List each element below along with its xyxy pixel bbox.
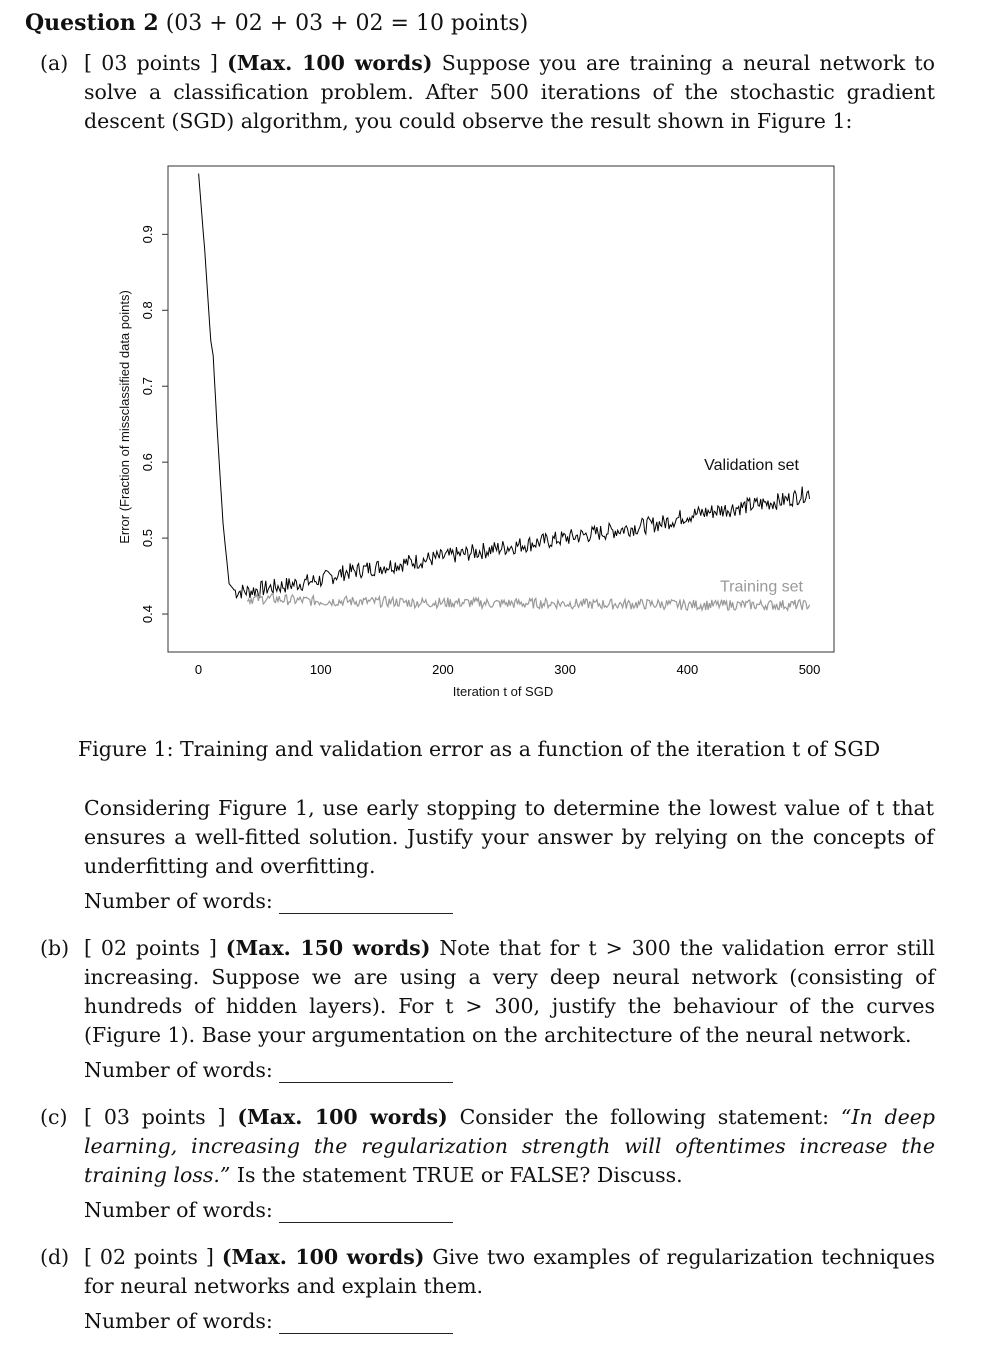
training-line bbox=[246, 592, 811, 613]
word-count-c-field[interactable] bbox=[278, 1202, 453, 1223]
x-tick-label: 400 bbox=[677, 662, 699, 677]
part-c-text-pre: Consider the following statement: bbox=[459, 1105, 830, 1129]
x-axis: 0 100 200 300 400 500 bbox=[195, 662, 820, 677]
word-count-a-field[interactable] bbox=[278, 893, 453, 914]
y-tick-label: 0.8 bbox=[140, 301, 155, 319]
word-count-d: Number of words: bbox=[84, 1309, 453, 1334]
x-tick-label: 500 bbox=[799, 662, 821, 677]
x-tick-label: 200 bbox=[432, 662, 454, 677]
y-tick-label: 0.6 bbox=[140, 453, 155, 471]
x-tick-label: 100 bbox=[310, 662, 332, 677]
part-d-points: [ 02 points ] bbox=[84, 1245, 214, 1269]
y-tick-label: 0.4 bbox=[140, 605, 155, 623]
part-c-points: [ 03 points ] bbox=[84, 1105, 226, 1129]
part-b-text: Note that for t > 300 the validation err… bbox=[84, 936, 935, 1047]
word-count-a: Number of words: bbox=[84, 889, 453, 914]
part-a: (a) [ 03 points ] (Max. 100 words) Suppo… bbox=[40, 49, 935, 136]
y-tick-label: 0.9 bbox=[140, 225, 155, 243]
part-d-max-words: (Max. 100 words) bbox=[221, 1245, 425, 1269]
part-b: (b) [ 02 points ] (Max. 150 words) Note … bbox=[40, 934, 935, 1050]
y-tick-label: 0.7 bbox=[140, 377, 155, 395]
plot-frame bbox=[167, 165, 835, 653]
word-count-b-field[interactable] bbox=[278, 1062, 453, 1083]
part-b-points: [ 02 points ] bbox=[84, 936, 217, 960]
part-d: (d) [ 02 points ] (Max. 100 words) Give … bbox=[40, 1243, 935, 1301]
part-c-quote: “In deep learning, increasing the regula… bbox=[84, 1105, 935, 1187]
figure-caption: Figure 1: Training and validation error … bbox=[78, 737, 881, 761]
part-b-label: (b) bbox=[40, 936, 70, 960]
y-tick-label: 0.5 bbox=[140, 529, 155, 547]
word-count-b: Number of words: bbox=[84, 1058, 453, 1083]
series-lines bbox=[198, 173, 811, 613]
part-c-text-post: Is the statement TRUE or FALSE? Discuss. bbox=[236, 1163, 683, 1187]
figure-1-chart: 0 100 200 300 400 500 0.4 0.5 0.6 0.7 0.8 0.9 Vali… bbox=[117, 165, 835, 699]
word-count-d-field[interactable] bbox=[278, 1313, 453, 1334]
part-d-text: Give two examples of regularization tech… bbox=[84, 1245, 935, 1298]
part-a-text: Suppose you are training a neural networ… bbox=[84, 51, 935, 133]
y-axis: 0.4 0.5 0.6 0.7 0.8 0.9 bbox=[140, 225, 168, 623]
part-a-max-words: (Max. 100 words) bbox=[227, 51, 433, 75]
part-d-label: (d) bbox=[40, 1245, 70, 1269]
part-c-label: (c) bbox=[40, 1105, 68, 1129]
legend-training-set: Training set bbox=[720, 578, 804, 595]
part-a-label: (a) bbox=[40, 51, 69, 75]
part-b-max-words: (Max. 150 words) bbox=[225, 936, 431, 960]
part-c: (c) [ 03 points ] (Max. 100 words) Consi… bbox=[40, 1103, 935, 1190]
x-axis-label: Iteration t of SGD bbox=[453, 684, 553, 699]
question-title: Question 2 (03 + 02 + 03 + 02 = 10 point… bbox=[25, 10, 529, 36]
part-a-points: [ 03 points ] bbox=[84, 51, 218, 75]
part-c-max-words: (Max. 100 words) bbox=[237, 1105, 448, 1129]
y-axis-label: Error (Fraction of missclassified data p… bbox=[117, 290, 132, 544]
part-a-question: Considering Figure 1, use early stopping… bbox=[84, 796, 934, 878]
validation-line bbox=[198, 173, 811, 600]
legend-validation-set: Validation set bbox=[704, 457, 799, 474]
word-count-c: Number of words: bbox=[84, 1198, 453, 1223]
x-tick-label: 300 bbox=[554, 662, 576, 677]
x-tick-label: 0 bbox=[195, 662, 202, 677]
